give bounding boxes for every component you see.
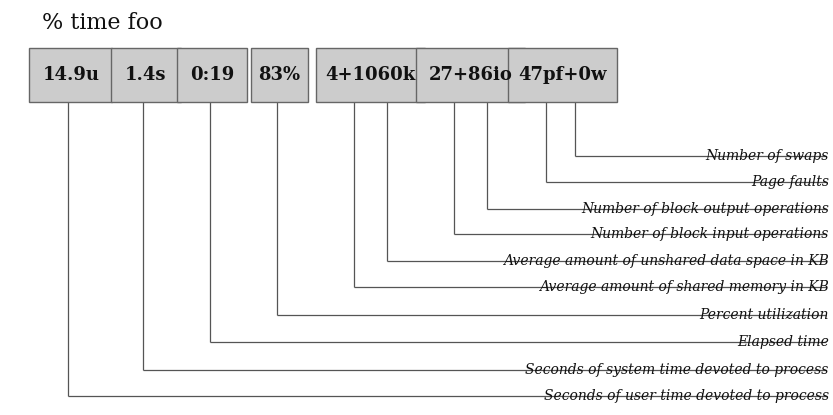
FancyBboxPatch shape	[29, 48, 112, 102]
Text: Percent utilization: Percent utilization	[700, 308, 829, 322]
Text: 83%: 83%	[258, 66, 300, 84]
Text: Number of swaps: Number of swaps	[706, 149, 829, 163]
Text: 1.4s: 1.4s	[125, 66, 167, 84]
FancyBboxPatch shape	[251, 48, 307, 102]
Text: Page faults: Page faults	[751, 175, 829, 189]
Text: Seconds of system time devoted to process: Seconds of system time devoted to proces…	[526, 363, 829, 377]
FancyBboxPatch shape	[317, 48, 425, 102]
Text: Elapsed time: Elapsed time	[737, 335, 829, 349]
FancyBboxPatch shape	[508, 48, 616, 102]
Text: Average amount of unshared data space in KB: Average amount of unshared data space in…	[503, 254, 829, 269]
Text: 27+86io: 27+86io	[429, 66, 512, 84]
Text: Number of block input operations: Number of block input operations	[591, 227, 829, 242]
Text: 0:19: 0:19	[190, 66, 235, 84]
Text: Seconds of user time devoted to process: Seconds of user time devoted to process	[544, 389, 829, 403]
Text: Number of block output operations: Number of block output operations	[581, 202, 829, 216]
Text: 14.9u: 14.9u	[42, 66, 99, 84]
Text: 4+1060k: 4+1060k	[326, 66, 416, 84]
FancyBboxPatch shape	[177, 48, 247, 102]
Text: Average amount of shared memory in KB: Average amount of shared memory in KB	[539, 280, 829, 294]
Text: 47pf+0w: 47pf+0w	[518, 66, 606, 84]
Text: % time foo: % time foo	[42, 12, 162, 34]
FancyBboxPatch shape	[416, 48, 525, 102]
FancyBboxPatch shape	[111, 48, 181, 102]
